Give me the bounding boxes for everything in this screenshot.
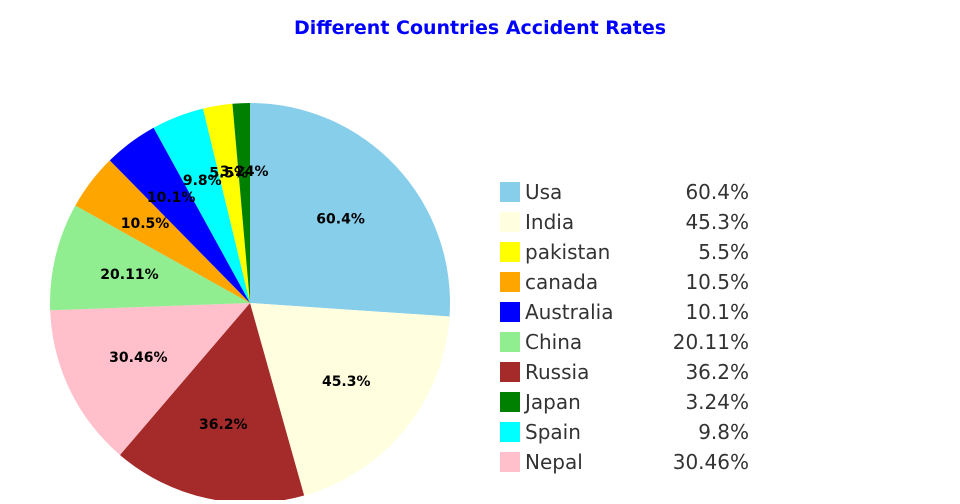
legend-label-canada: canada: [525, 270, 598, 294]
legend-label-india: India: [525, 210, 574, 234]
legend-label-australia: Australia: [525, 300, 613, 324]
legend-swatch-spain: [500, 422, 520, 442]
legend-value-australia: 10.1%: [685, 300, 749, 324]
legend-item-nepal[interactable]: Nepal 30.46%: [500, 450, 749, 474]
slice-label-nepal: 30.46%: [109, 350, 167, 366]
legend-item-usa[interactable]: Usa 60.4%: [500, 180, 749, 204]
legend: Usa 60.4% India 45.3% pakistan 5.5% canada 10.5…: [500, 180, 749, 474]
legend-label-pakistan: pakistan: [525, 240, 610, 264]
pie-slice-australia[interactable]: [109, 127, 250, 304]
legend-swatch-russia: [500, 362, 520, 382]
pie-slice-nepal[interactable]: [50, 303, 250, 455]
legend-swatch-canada: [500, 272, 520, 292]
legend-swatch-china: [500, 332, 520, 352]
slice-label-australia: 10.1%: [147, 190, 196, 206]
legend-label-japan: Japan: [523, 390, 581, 414]
legend-label-nepal: Nepal: [525, 450, 583, 474]
legend-value-spain: 9.8%: [698, 420, 749, 444]
pie-slice-india[interactable]: [250, 303, 450, 496]
slice-label-pakistan: 5.5%: [209, 166, 248, 182]
legend-label-usa: Usa: [525, 180, 562, 204]
legend-value-russia: 36.2%: [685, 360, 749, 384]
legend-value-pakistan: 5.5%: [698, 240, 749, 264]
slice-label-canada: 10.5%: [121, 216, 170, 232]
pie-slice-spain[interactable]: [153, 108, 250, 303]
chart-title: Different Countries Accident Rates: [294, 17, 666, 39]
legend-label-spain: Spain: [525, 420, 581, 444]
pie-slice-labels: 60.4% 45.3% 36.2% 30.46% 20.11% 10.5% 10.1%9.8…: [100, 164, 370, 433]
legend-item-pakistan[interactable]: pakistan 5.5%: [500, 240, 749, 264]
legend-item-russia[interactable]: Russia 36.2%: [500, 360, 749, 384]
pie-slice-canada[interactable]: [75, 160, 250, 303]
pie-slice-usa[interactable]: [250, 103, 450, 317]
slice-label-china: 20.11%: [100, 267, 158, 283]
legend-value-nepal: 30.46%: [673, 450, 749, 474]
pie-slice-russia[interactable]: [119, 303, 305, 503]
legend-item-australia[interactable]: Australia 10.1%: [500, 300, 749, 324]
legend-swatch-usa: [500, 182, 520, 202]
legend-value-india: 45.3%: [685, 210, 749, 234]
slice-label-india: 45.3%: [322, 374, 371, 390]
legend-label-china: China: [525, 330, 582, 354]
legend-item-spain[interactable]: Spain 9.8%: [500, 420, 749, 444]
legend-item-canada[interactable]: canada 10.5%: [500, 270, 749, 294]
slice-label-usa: 60.4%: [316, 211, 365, 227]
legend-item-japan[interactable]: Japan 3.24%: [500, 390, 749, 414]
legend-label-russia: Russia: [525, 360, 589, 384]
legend-value-japan: 3.24%: [685, 390, 749, 414]
pie-slice-pakistan[interactable]: [203, 103, 250, 304]
legend-item-india[interactable]: India 45.3%: [500, 210, 749, 234]
legend-item-china[interactable]: China 20.11%: [500, 330, 749, 354]
legend-swatch-australia: [500, 302, 520, 322]
legend-value-canada: 10.5%: [685, 270, 749, 294]
slice-label-japan: 3.24%: [220, 164, 269, 180]
legend-swatch-japan: [500, 392, 520, 412]
legend-swatch-india: [500, 212, 520, 232]
legend-swatch-pakistan: [500, 242, 520, 262]
legend-swatch-nepal: [500, 452, 520, 472]
slice-label-spain: 9.8%: [183, 173, 222, 189]
pie-slice-japan[interactable]: [232, 102, 250, 303]
slice-label-russia: 36.2%: [199, 417, 248, 433]
pie-slices: [49, 102, 450, 503]
legend-value-usa: 60.4%: [685, 180, 749, 204]
legend-value-china: 20.11%: [673, 330, 749, 354]
pie-slice-china[interactable]: [49, 205, 251, 311]
